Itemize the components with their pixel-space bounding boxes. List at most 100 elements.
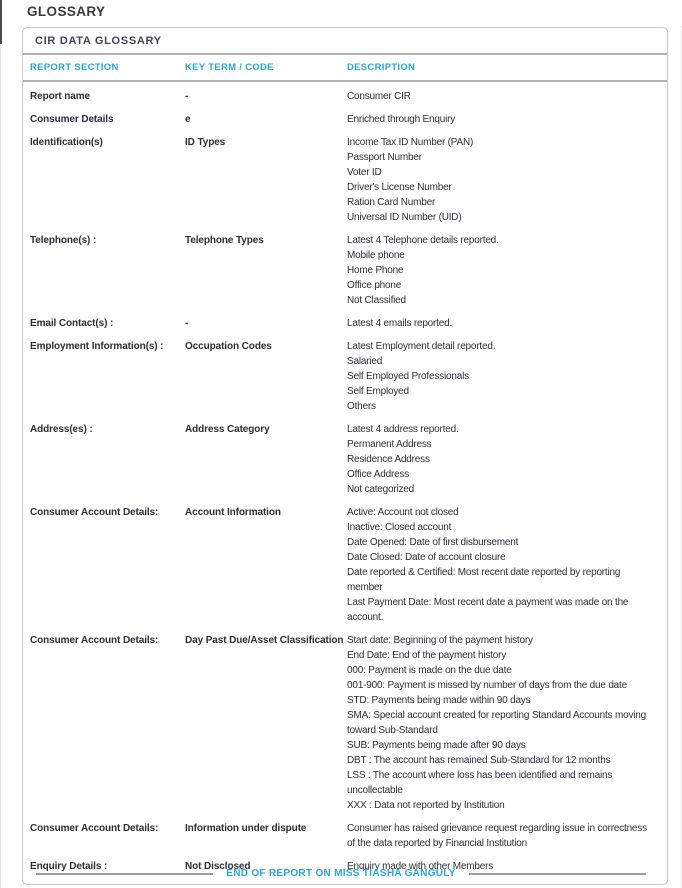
row-description: Latest 4 emails reported. [347, 316, 667, 331]
row-report-section: Consumer Account Details: [30, 507, 159, 518]
row-report-section: Telephone(s) : [30, 235, 97, 246]
description-line: Consumer CIR [347, 91, 411, 102]
row-key-term-code: Information under dispute [185, 823, 307, 834]
row-key-term-code: - [185, 91, 189, 102]
footer-rule-left [36, 872, 214, 875]
description-line: XXX : Data not reported by Institution [347, 800, 505, 811]
description-line: Salaried [347, 356, 383, 367]
glossary-card: CIR DATA GLOSSARY REPORT SECTION KEY TER… [22, 27, 668, 885]
row-report-section: Identification(s) [30, 137, 103, 148]
table-row: Email Contact(s) : - Latest 4 emails rep… [23, 316, 667, 331]
description-line: Office phone [347, 280, 402, 291]
row-report-section: Email Contact(s) : [30, 318, 114, 329]
description-line: Mobile phone [347, 250, 405, 261]
row-key-term-code: Occupation Codes [185, 341, 272, 352]
description-line: Date Closed: Date of account closure [347, 552, 506, 563]
description-line: Active: Account not closed [347, 507, 459, 518]
description-line: Permanent Address [347, 439, 432, 450]
description-line: 000: Payment is made on the due date [347, 665, 512, 676]
description-line: Others [347, 401, 376, 412]
description-line: Latest 4 emails reported. [347, 318, 453, 329]
description-line: Self Employed [347, 386, 409, 397]
table-row: Enquiry Details : Not Disclosed Enquiry … [23, 859, 667, 874]
card-title: CIR DATA GLOSSARY [23, 28, 667, 55]
description-line: LSS : The account where loss has been id… [347, 770, 613, 796]
description-line: Residence Address [347, 454, 430, 465]
description-line: Voter ID [347, 167, 382, 178]
row-description: Latest Employment detail reported. Salari… [347, 339, 667, 414]
description-line: Date Opened: Date of first disbursement [347, 537, 519, 548]
row-description: Enriched through Enquiry [347, 112, 667, 127]
table-row: Identification(s) ID Types Income Tax ID… [23, 135, 667, 225]
description-line: Start date: Beginning of the payment his… [347, 635, 533, 646]
row-description: Consumer has raised grievance request re… [347, 821, 667, 851]
description-line: Office Address [347, 469, 410, 480]
row-key-term-code: Account Information [185, 507, 281, 518]
table-row: Telephone(s) : Telephone Types Latest 4 … [23, 233, 667, 308]
row-description: Consumer CIR [347, 89, 667, 104]
description-line: Universal ID Number (UID) [347, 212, 462, 223]
description-line: Consumer has raised grievance request re… [347, 823, 647, 849]
footer-rule-right [468, 872, 646, 875]
footer-end-text: END OF REPORT ON MISS TIASHA GANGULY [226, 868, 456, 879]
table-row: Consumer Account Details: Day Past Due/A… [23, 633, 667, 813]
page-edge-light-line [0, 44, 1, 888]
row-description: Income Tax ID Number (PAN) Passport Numbe… [347, 135, 667, 225]
row-description: Start date: Beginning of the payment his… [347, 633, 667, 813]
row-report-section: Consumer Details [30, 114, 114, 125]
report-footer: END OF REPORT ON MISS TIASHA GANGULY [0, 868, 682, 879]
description-line: Enriched through Enquiry [347, 114, 456, 125]
description-line: End Date: End of the payment history [347, 650, 507, 661]
table-row: Consumer Account Details: Account Inform… [23, 505, 667, 625]
description-line: Inactive: Closed account [347, 522, 452, 533]
table-row: Consumer Details e Enriched through Enqu… [23, 112, 667, 127]
column-header-description: DESCRIPTION [347, 62, 416, 73]
table-row: Employment Information(s) : Occupation C… [23, 339, 667, 414]
description-line: Not Classified [347, 295, 406, 306]
page-edge-dark-line [0, 0, 2, 44]
row-report-section: Employment Information(s) : [30, 341, 164, 352]
description-line: Driver's License Number [347, 182, 452, 193]
row-description: Latest 4 address reported. Permanent Addr… [347, 422, 667, 497]
row-key-term-code: - [185, 318, 189, 329]
row-report-section: Report name [30, 91, 91, 102]
description-line: Passport Number [347, 152, 422, 163]
description-line: Not categorized [347, 484, 415, 495]
description-line: Ration Card Number [347, 197, 436, 208]
row-report-section: Address(es) : [30, 424, 93, 435]
row-key-term-code: Not Disclosed [185, 861, 251, 872]
row-key-term-code: Telephone Types [185, 235, 264, 246]
row-description: Latest 4 Telephone details reported. Mobi… [347, 233, 667, 308]
table-header-row: REPORT SECTION KEY TERM / CODE DESCRIPTI… [23, 55, 667, 82]
description-line: Enquiry made with other Members [347, 861, 494, 872]
column-header-report-section: REPORT SECTION [30, 62, 119, 73]
description-line: Last Payment Date: Most recent date a pa… [347, 597, 629, 623]
description-line: Date reported & Certified: Most recent d… [347, 567, 621, 593]
row-key-term-code: e [185, 114, 191, 125]
description-line: STD: Payments being made within 90 days [347, 695, 531, 706]
table-row: Address(es) : Address Category Latest 4 … [23, 422, 667, 497]
description-line: SMA: Special account created for reporti… [347, 710, 646, 736]
description-line: Latest 4 Telephone details reported. [347, 235, 499, 246]
description-line: SUB: Payments being made after 90 days [347, 740, 526, 751]
row-key-term-code: ID Types [185, 137, 226, 148]
glossary-table-body: Report name - Consumer CIR Consumer Deta… [23, 82, 667, 884]
description-line: Home Phone [347, 265, 404, 276]
row-key-term-code: Address Category [185, 424, 270, 435]
description-line: Latest 4 address reported. [347, 424, 459, 435]
description-line: DBT : The account has remained Sub-Stand… [347, 755, 611, 766]
row-report-section: Consumer Account Details: [30, 635, 159, 646]
description-line: 001-900: Payment is missed by number of … [347, 680, 627, 691]
table-row: Consumer Account Details: Information un… [23, 821, 667, 851]
row-key-term-code: Day Past Due/Asset Classification [185, 635, 344, 646]
row-report-section: Consumer Account Details: [30, 823, 159, 834]
description-line: Latest Employment detail reported. [347, 341, 496, 352]
description-line: Income Tax ID Number (PAN) [347, 137, 474, 148]
row-description: Active: Account not closed Inactive: Clos… [347, 505, 667, 625]
page-title: GLOSSARY [27, 4, 106, 19]
description-line: Self Employed Professionals [347, 371, 469, 382]
column-header-key-term-code: KEY TERM / CODE [185, 62, 274, 73]
row-report-section: Enquiry Details : [30, 861, 108, 872]
row-description: Enquiry made with other Members [347, 859, 667, 874]
